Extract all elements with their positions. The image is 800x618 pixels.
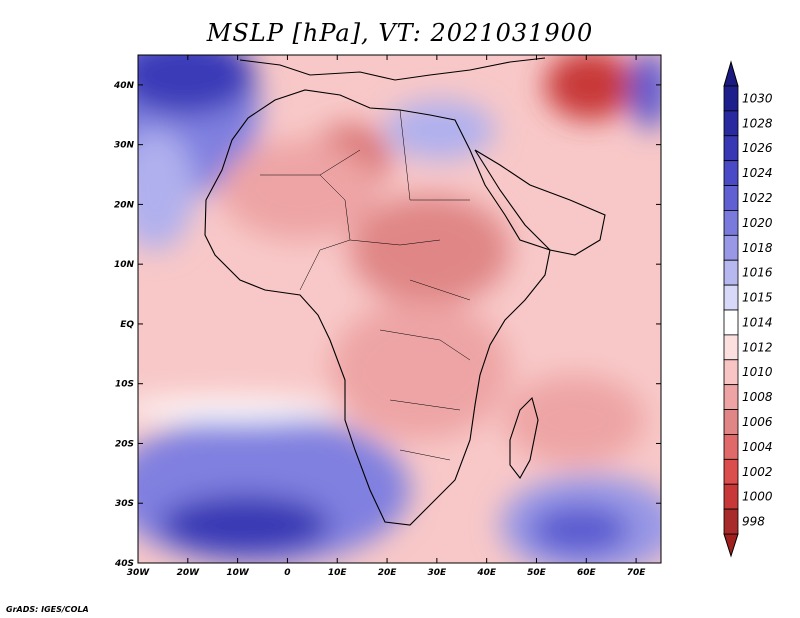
lat-tick-label: 40N	[113, 81, 135, 91]
colorbar-label: 1016	[742, 266, 773, 280]
colorbar-swatch	[723, 160, 739, 186]
colorbar-label: 1030	[742, 91, 773, 105]
lon-tick-label: 10E	[328, 568, 348, 578]
colorbar-swatch	[723, 508, 739, 535]
colorbar-label: 1008	[742, 390, 773, 404]
lat-tick-label: 40S	[114, 559, 134, 569]
lon-tick-label: 20W	[177, 568, 201, 578]
colorbar-label: 1010	[742, 365, 773, 379]
colorbar-swatch	[723, 458, 739, 485]
colorbar-label: 1014	[742, 315, 773, 329]
colorbar-label: 1002	[742, 465, 773, 479]
madagascar-coastline	[509, 396, 539, 479]
colorbar-swatch	[723, 284, 739, 311]
pressure-field	[138, 55, 661, 563]
map-title: MSLP [hPa], VT: 2021031900	[206, 19, 593, 47]
field-caspian-high	[630, 55, 661, 130]
latitude-axis: 40N 30N 20N 10N EQ 10S 20S 30S 40S	[113, 81, 661, 569]
colorbar-bottom-arrow	[723, 533, 739, 558]
colorbar-swatch	[723, 85, 739, 112]
colorbar-top-arrow	[723, 60, 739, 87]
borders	[260, 109, 471, 461]
colorbar-label: 1028	[742, 116, 773, 130]
colorbar-swatch	[723, 259, 739, 286]
lat-tick-label: 10S	[115, 380, 134, 390]
lon-tick-label: 50E	[527, 568, 547, 578]
field-med-high	[385, 100, 495, 160]
lon-tick-label: 60E	[577, 568, 597, 578]
colorbar: 1030 1028 1026 1024 1022 1020 1018 1016 1015 1014…	[723, 60, 773, 558]
lon-tick-label: 10W	[226, 568, 250, 578]
colorbar-swatch	[723, 334, 739, 361]
colorbar-label: 1020	[742, 216, 773, 230]
field-white-band	[138, 398, 340, 422]
colorbar-label: 1000	[742, 490, 773, 504]
colorbar-label: 1026	[742, 141, 773, 155]
lat-tick-label: 10N	[114, 260, 135, 270]
colorbar-label: 998	[742, 515, 765, 529]
lon-tick-label: 0	[284, 568, 290, 578]
colorbar-swatch	[723, 110, 739, 137]
lat-tick-label: 20N	[114, 200, 135, 210]
longitude-axis: 30W 20W 10W 0 10E 20E 30E 40E 50E 60E 70E	[127, 55, 647, 578]
field-mozambique-low	[505, 375, 645, 465]
colorbar-label: 1012	[742, 340, 773, 354]
colorbar-swatch	[723, 409, 739, 435]
colorbar-label: 1024	[742, 166, 773, 180]
colorbar-swatch	[723, 185, 739, 211]
lon-tick-label: 20E	[378, 568, 398, 578]
coastlines	[204, 57, 606, 526]
lat-tick-label: 20S	[115, 439, 134, 449]
colorbar-label: 1004	[742, 440, 773, 454]
field-sudan-low	[350, 195, 510, 305]
lon-tick-label: 30E	[428, 568, 448, 578]
lat-tick-label: 30N	[114, 141, 135, 151]
colorbar-swatch	[723, 434, 739, 460]
lon-tick-label: 70E	[627, 568, 647, 578]
field-si-high-core	[530, 505, 630, 555]
colorbar-swatch	[723, 234, 739, 261]
colorbar-swatch	[723, 483, 739, 510]
field-nw-high-core	[138, 55, 255, 115]
colorbar-label: 1018	[742, 241, 773, 255]
colorbar-swatch	[723, 309, 739, 336]
country-borders	[260, 109, 471, 461]
colorbar-swatch	[723, 135, 739, 162]
africa-coastline	[204, 89, 551, 526]
field-central-africa	[330, 300, 510, 440]
field-sa-high-core	[160, 495, 330, 555]
lat-tick-label: 30S	[115, 499, 134, 509]
arabia-coastline	[474, 149, 606, 256]
field-w-atlantic	[138, 130, 195, 250]
colorbar-swatch	[723, 359, 739, 386]
field-west-sahara	[220, 140, 380, 240]
colorbar-label: 1006	[742, 415, 773, 429]
pressure-map	[138, 55, 661, 563]
colorbar-swatch	[723, 384, 739, 410]
colorbar-label: 1015	[742, 291, 773, 305]
lon-tick-label: 30W	[127, 568, 151, 578]
credit-text: GrADS: IGES/COLA	[6, 605, 89, 614]
colorbar-swatch	[723, 210, 739, 236]
lon-tick-label: 40E	[476, 568, 497, 578]
lat-tick-label: EQ	[120, 320, 134, 330]
map-frame	[137, 54, 662, 564]
field-iran-low	[545, 55, 635, 120]
colorbar-label: 1022	[742, 191, 773, 205]
europe-coastline	[239, 57, 546, 81]
